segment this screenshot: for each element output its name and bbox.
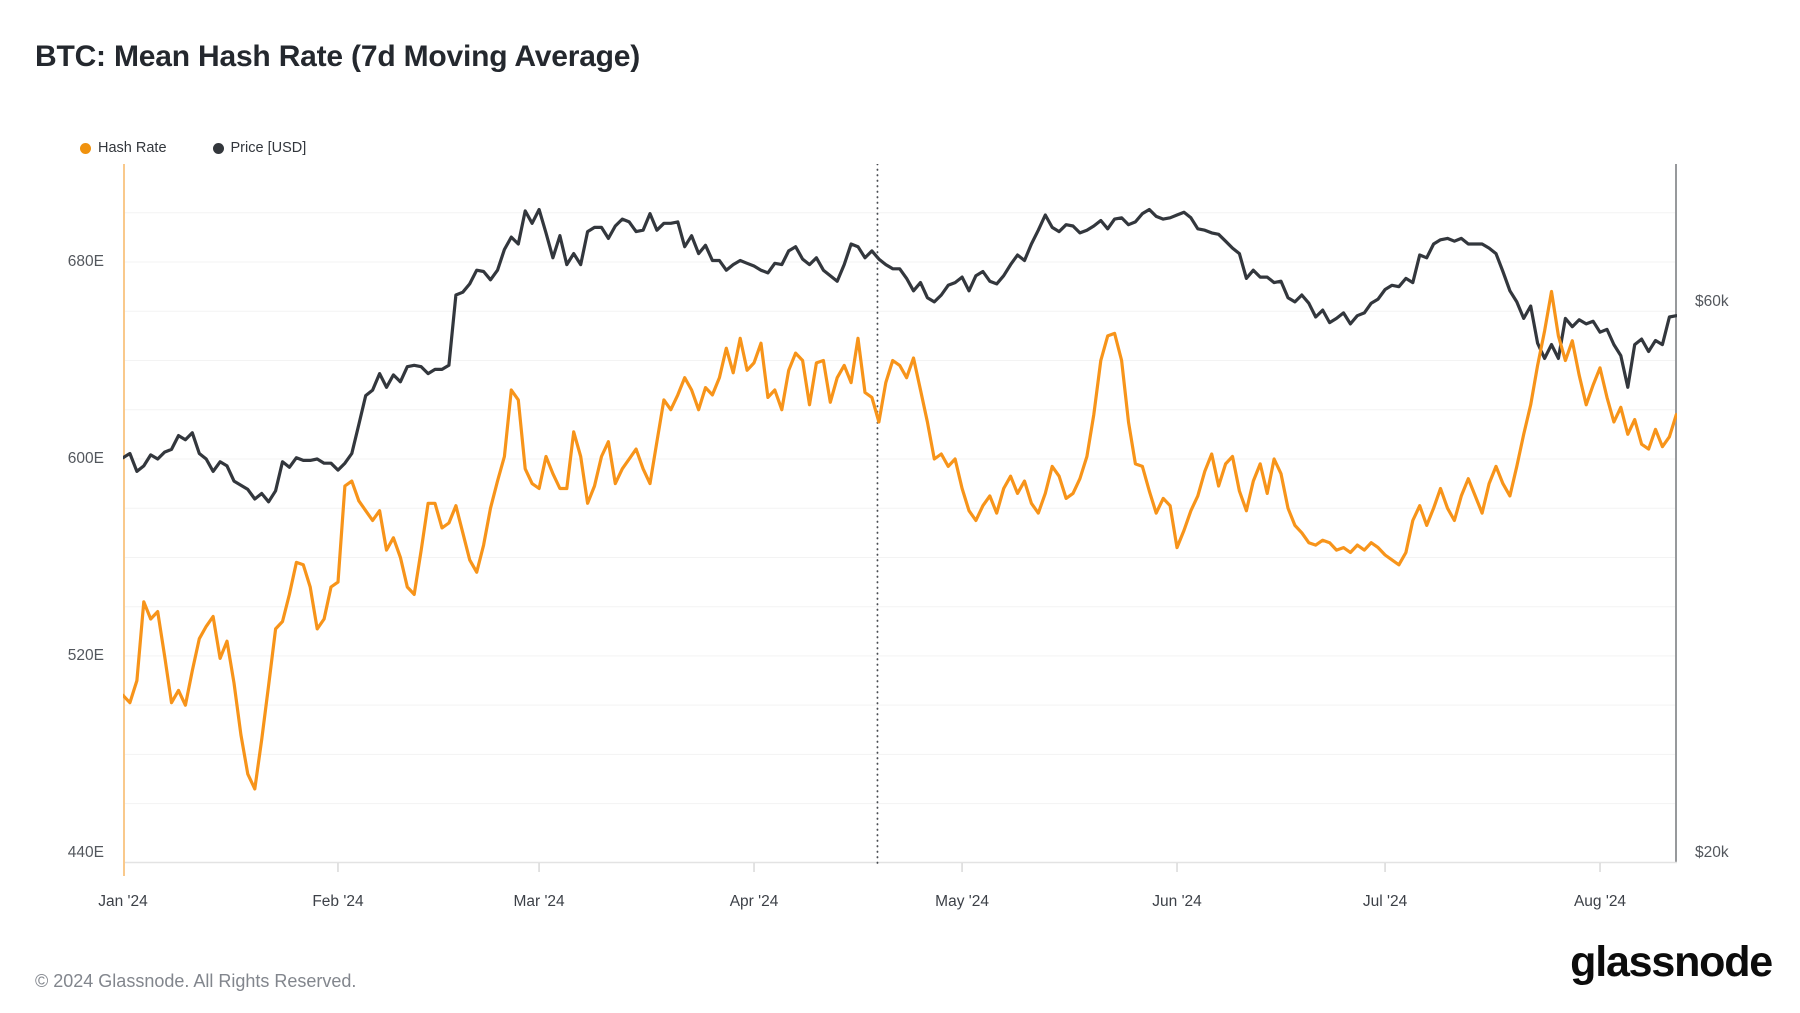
- page-title: BTC: Mean Hash Rate (7d Moving Average): [35, 40, 641, 73]
- right-axis-tick-label: $60k: [1695, 292, 1729, 310]
- chart-plot-area[interactable]: [123, 164, 1677, 876]
- legend-item-price-usd[interactable]: Price [USD]: [212, 140, 307, 156]
- x-axis-month-label: Jan '24: [98, 893, 148, 910]
- glassnode-logo: glassnode: [1570, 938, 1773, 986]
- left-axis-tick-label: 600E: [67, 449, 104, 467]
- hash-rate-dot-icon: [80, 142, 91, 154]
- left-axis-tick-label: 440E: [67, 843, 104, 861]
- right-axis-tick-label: $20k: [1695, 844, 1729, 862]
- legend-label: Price [USD]: [230, 140, 307, 156]
- x-axis-month-label: Jul '24: [1362, 893, 1408, 910]
- price-dot-icon: [212, 142, 224, 154]
- left-axis-tick-label: 520E: [67, 646, 104, 664]
- series-price-usd: [123, 207, 1677, 504]
- legend-item-hash-rate[interactable]: Hash Rate: [80, 140, 167, 156]
- x-axis-month-label: Aug '24: [1573, 893, 1627, 910]
- chart-legend: Hash Rate Price [USD]: [80, 140, 306, 156]
- x-axis-month-label: Feb '24: [312, 893, 364, 910]
- x-axis-month-label: Mar '24: [513, 893, 565, 910]
- x-axis-month-label: Jun '24: [1152, 893, 1202, 910]
- series-hash-rate: [123, 289, 1677, 791]
- left-axis-tick-label: 680E: [67, 252, 104, 270]
- legend-label: Hash Rate: [98, 140, 167, 156]
- x-axis-month-label: Apr '24: [729, 893, 779, 910]
- copyright-text: © 2024 Glassnode. All Rights Reserved.: [35, 971, 357, 991]
- x-axis-month-label: May '24: [935, 893, 989, 910]
